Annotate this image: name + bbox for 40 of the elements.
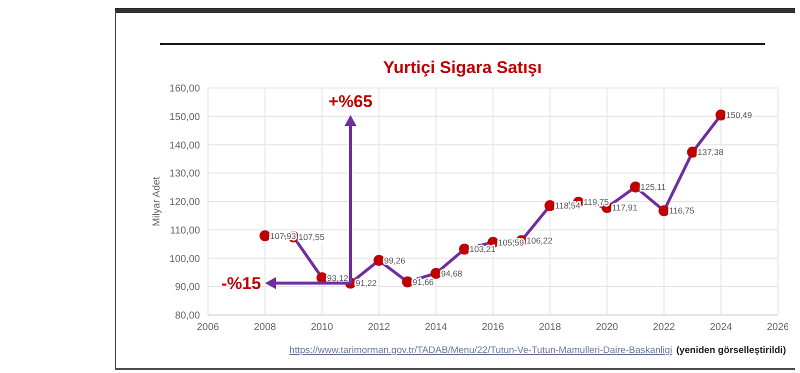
data-label: 99,26 bbox=[384, 255, 406, 266]
y-tick-label: 120,00 bbox=[169, 197, 200, 208]
x-tick-label: 2018 bbox=[538, 322, 562, 334]
y-tick-label: 130,00 bbox=[169, 168, 200, 180]
x-tick-label: 2014 bbox=[424, 322, 448, 334]
data-label: 94,68 bbox=[441, 268, 463, 278]
data-label: 116,75 bbox=[669, 206, 695, 216]
x-tick-label: 2012 bbox=[368, 322, 391, 334]
data-label: 105,59 bbox=[498, 237, 524, 248]
data-label: 118,54 bbox=[555, 200, 581, 211]
y-tick-label: 160,00 bbox=[169, 84, 200, 95]
y-tick-label: 140,00 bbox=[169, 140, 200, 152]
text: https://www.tarimorman.gov.tr/TADAB/Menu/22/Tutun-Ve-Tutun-Mamulleri-Daire-Baskanligi bbox=[289, 345, 672, 356]
y-tick-label: 150,00 bbox=[169, 112, 200, 123]
data-label: 137,38 bbox=[698, 147, 724, 158]
x-tick-label: 2016 bbox=[482, 322, 505, 334]
data-label: 117,91 bbox=[612, 202, 638, 212]
x-tick-label: 2010 bbox=[310, 322, 334, 334]
x-tick-label: 2008 bbox=[254, 322, 277, 334]
x-tick-label: 2024 bbox=[710, 322, 733, 334]
text: (yeniden görselleştirildi) bbox=[676, 345, 786, 356]
x-tick-label: 2006 bbox=[196, 322, 220, 334]
x-tick-label: 2022 bbox=[652, 322, 676, 334]
x-tick-label: 2020 bbox=[596, 322, 619, 334]
data-label: 150,49 bbox=[726, 110, 752, 120]
data-label: 91,66 bbox=[412, 276, 434, 287]
y-axis-title: Milyar Adet bbox=[152, 176, 163, 226]
data-label: 107,93 bbox=[270, 230, 296, 241]
y-tick-label: 90,00 bbox=[174, 282, 200, 294]
annotation: -%15 bbox=[221, 274, 261, 294]
data-label: 91,22 bbox=[356, 278, 378, 288]
data-label: 125,11 bbox=[640, 182, 666, 192]
data-label: 103,21 bbox=[470, 244, 496, 254]
data-label: 107,55 bbox=[298, 232, 325, 242]
y-tick-label: 80,00 bbox=[174, 310, 200, 322]
y-tick-label: 100,00 bbox=[169, 254, 200, 265]
annotation: +%65 bbox=[328, 92, 372, 111]
data-label: 106,22 bbox=[526, 236, 553, 246]
y-tick-label: 110,00 bbox=[170, 225, 200, 236]
chart-title: Yurtiçi Sigara Satışı bbox=[382, 58, 543, 78]
